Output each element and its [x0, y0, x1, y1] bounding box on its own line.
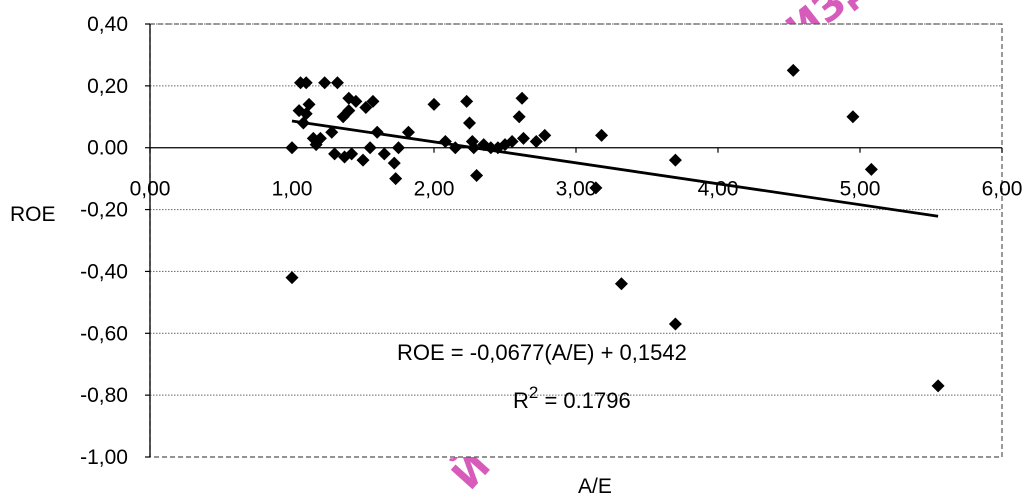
- data-point: [786, 63, 800, 77]
- data-point: [318, 76, 332, 90]
- data-point: [313, 131, 327, 145]
- data-point: [438, 135, 452, 149]
- data-point: [512, 110, 526, 124]
- data-point: [427, 97, 441, 111]
- data-point: [401, 125, 415, 139]
- y-tick-label: 0,20: [87, 75, 128, 98]
- x-tick-label: 3,00: [556, 178, 597, 201]
- r-squared-superscript: 2: [529, 383, 538, 402]
- data-point: [392, 141, 405, 155]
- data-point: [377, 147, 391, 161]
- data-point: [299, 76, 313, 90]
- data-point: [614, 277, 628, 291]
- data-point: [864, 162, 878, 176]
- data-point: [529, 135, 543, 149]
- data-point: [285, 271, 299, 285]
- data-points: [285, 63, 945, 393]
- data-point: [349, 94, 363, 108]
- data-point: [931, 379, 945, 393]
- x-tick-label: 1,00: [272, 178, 313, 201]
- data-point: [359, 101, 373, 115]
- data-point: [589, 181, 603, 195]
- data-point: [366, 94, 380, 108]
- data-point: [285, 141, 299, 155]
- data-point: [389, 172, 403, 186]
- plot-area: [149, 23, 1003, 458]
- data-point: [846, 110, 860, 124]
- y-tick-label: -0,20: [80, 199, 128, 222]
- y-tick-label: -0,40: [80, 260, 128, 283]
- r-squared-label: R2 = 0.1796: [513, 383, 631, 413]
- y-tick-label: -0,60: [80, 322, 128, 345]
- data-point: [463, 116, 476, 130]
- data-point: [460, 94, 474, 108]
- data-point: [325, 125, 339, 139]
- x-tick-label: 2,00: [414, 178, 455, 201]
- data-point: [356, 153, 370, 167]
- y-axis-label: ROE: [10, 203, 56, 226]
- data-point: [595, 128, 609, 142]
- x-tick-label: 6,00: [982, 178, 1023, 201]
- x-tick-label: 0,00: [130, 178, 171, 201]
- y-tick-label: 0,40: [87, 13, 128, 36]
- data-point: [387, 156, 401, 170]
- data-point: [516, 131, 530, 145]
- data-point: [363, 141, 377, 155]
- data-point: [484, 141, 498, 155]
- data-point: [470, 169, 484, 183]
- data-point: [668, 317, 682, 331]
- trendline-equation: ROE = -0,0677(A/E) + 0,1542: [397, 340, 687, 365]
- data-point: [302, 97, 316, 111]
- x-tick-labels: 0,00 1,00 2,00 3,00 4,00 5,00 6,00: [130, 178, 1023, 201]
- data-point: [505, 135, 519, 149]
- r-squared-value: = 0.1796: [538, 388, 630, 413]
- data-point: [328, 147, 342, 161]
- data-point: [370, 125, 384, 139]
- data-point: [345, 147, 359, 161]
- data-point: [448, 141, 462, 155]
- data-point: [330, 76, 344, 90]
- y-tick-label: -0,80: [80, 384, 128, 407]
- x-tick-label: 5,00: [840, 178, 881, 201]
- r-squared-letter: R: [513, 388, 529, 413]
- data-point: [342, 104, 356, 118]
- trendline: [291, 119, 939, 218]
- y-tick-label: 0.00: [87, 137, 128, 160]
- y-tick-labels: 0,40 0,20 0.00 -0,20 -0,40 -0,60 -0,80 -1,00: [80, 13, 128, 469]
- data-point: [467, 141, 481, 155]
- trendline-group: [291, 119, 939, 218]
- data-point: [515, 91, 529, 105]
- data-point: [668, 153, 682, 167]
- data-point: [538, 128, 552, 142]
- x-axis-label: A/E: [578, 475, 612, 497]
- y-tick-label: -1,00: [80, 446, 128, 469]
